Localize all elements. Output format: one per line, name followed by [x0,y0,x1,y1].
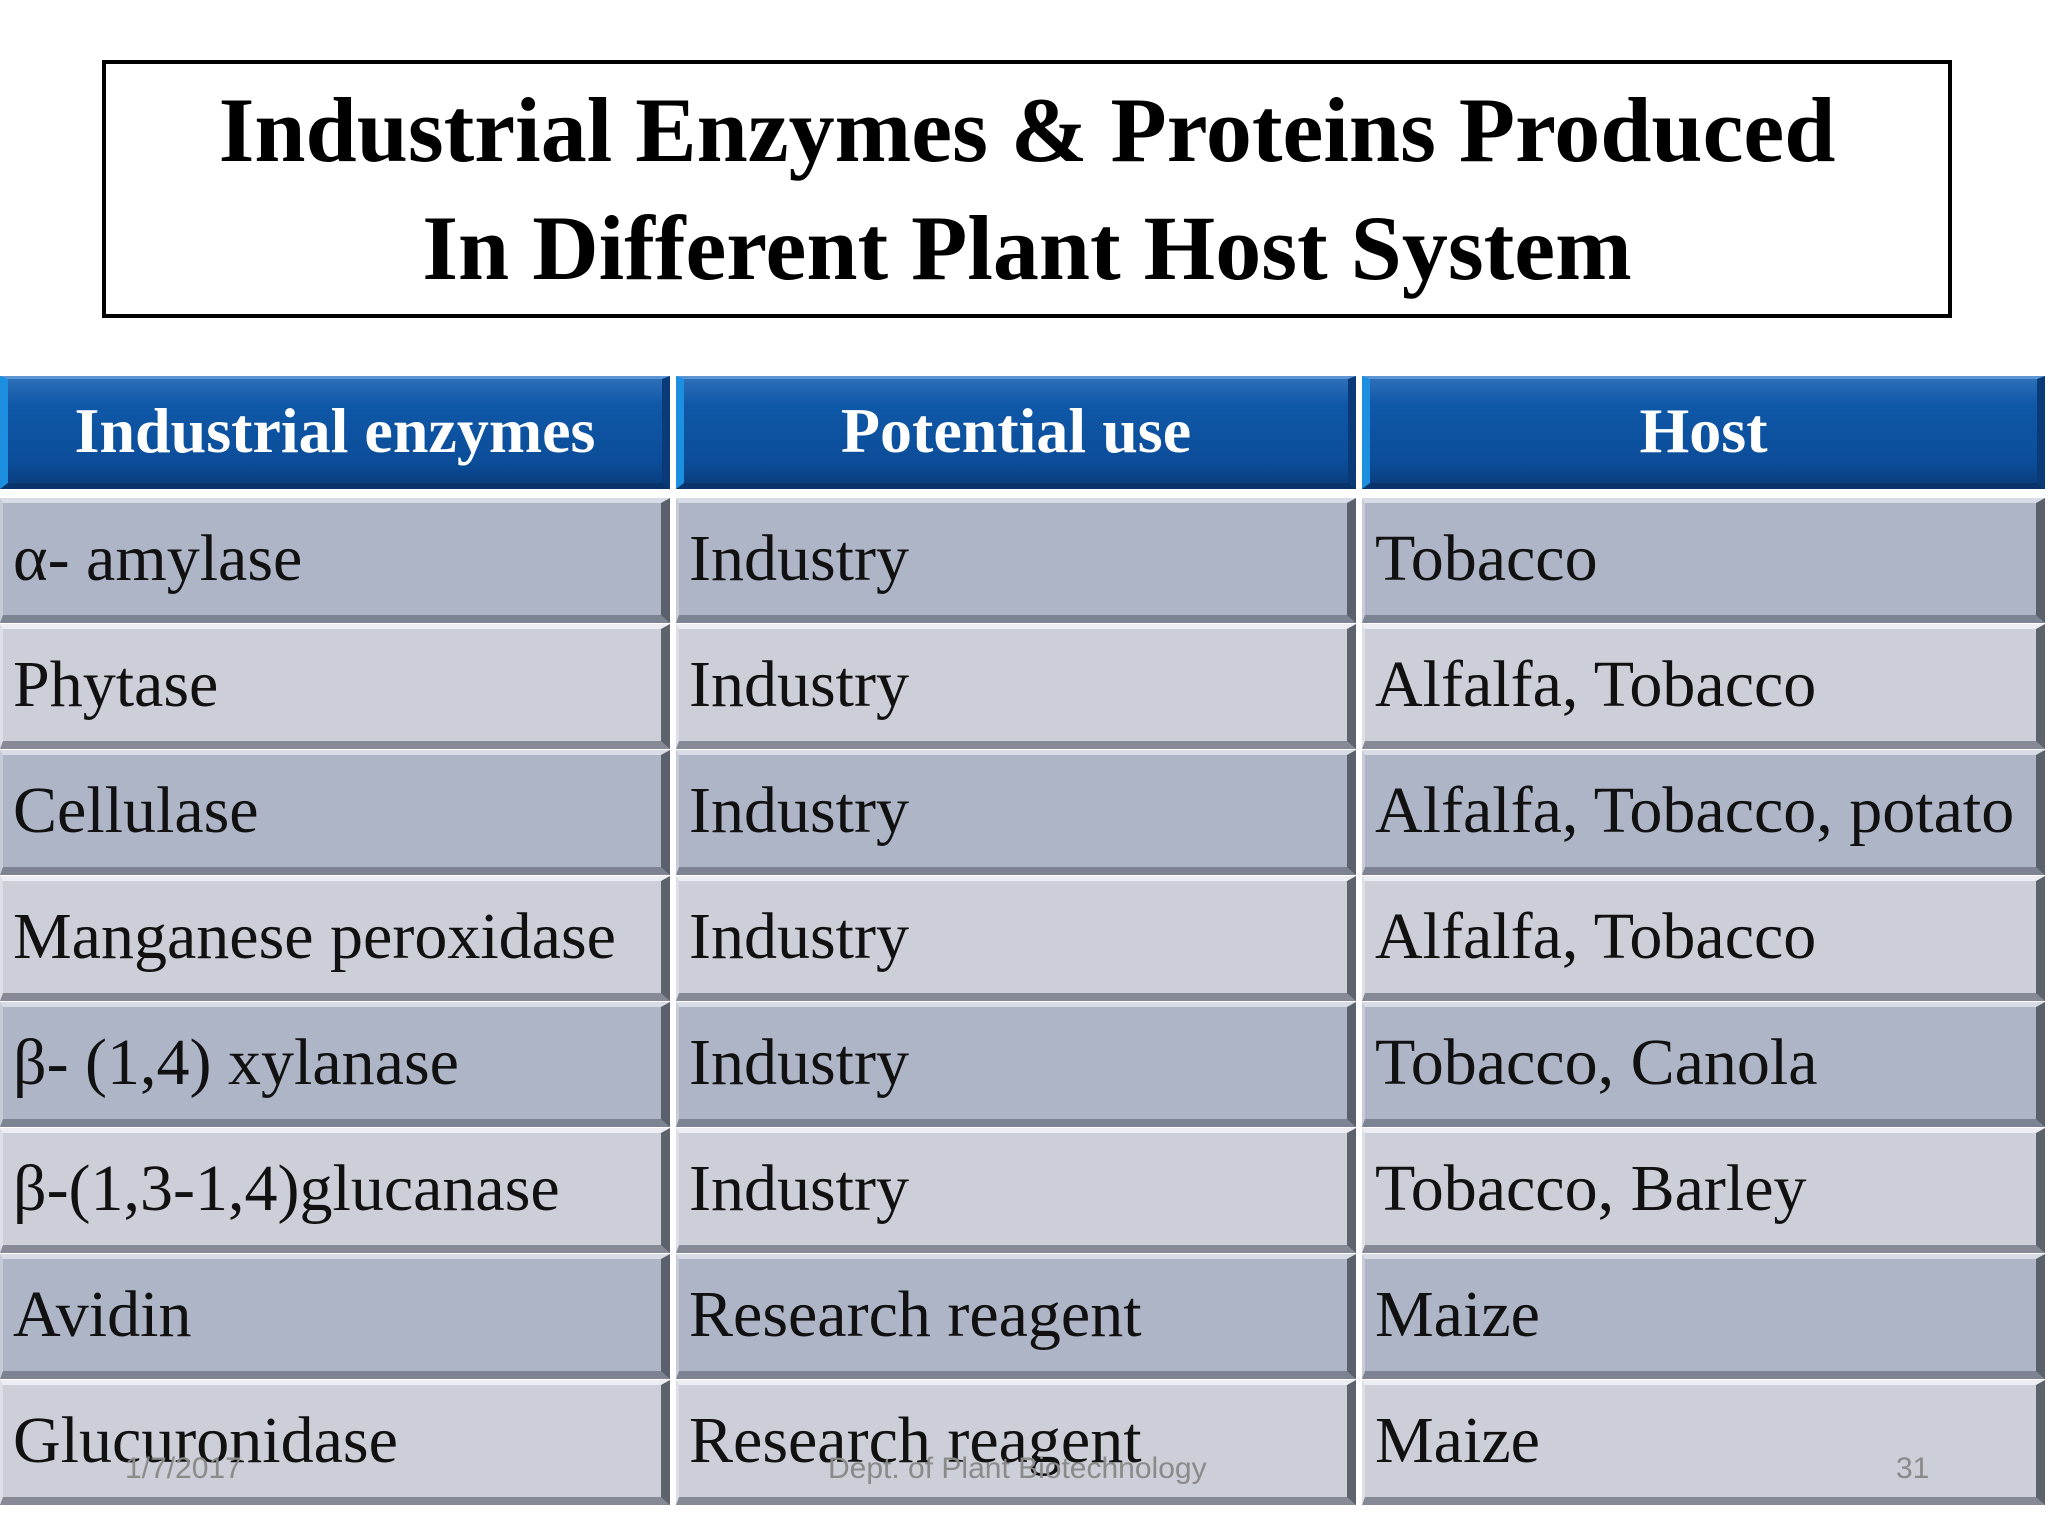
enzyme-cell: β- (1,4) xylanase [0,1002,670,1127]
host-cell: Alfalfa, Tobacco [1362,624,2045,749]
host-cell: Tobacco, Barley [1362,1128,2045,1253]
footer-page-number: 31 [1896,1452,1930,1485]
table-row: Phytase Industry Alfalfa, Tobacco [0,624,2045,749]
use-cell: Industry [676,876,1356,1001]
use-cell: Industry [676,750,1356,875]
host-cell: Tobacco [1362,498,2045,623]
slide-title-line-2: In Different Plant Host System [422,197,1632,299]
host-cell: Maize [1362,1380,2045,1505]
header-industrial-enzymes: Industrial enzymes [0,376,670,489]
use-cell: Industry [676,1128,1356,1253]
enzyme-cell: Avidin [0,1254,670,1379]
slide-title-line-1: Industrial Enzymes & Proteins Produced [218,79,1836,181]
enzyme-cell: α- amylase [0,498,670,623]
enzyme-cell: Cellulase [0,750,670,875]
enzyme-cell: Phytase [0,624,670,749]
host-cell: Tobacco, Canola [1362,1002,2045,1127]
header-potential-use: Potential use [676,376,1356,489]
use-cell: Industry [676,1002,1356,1127]
host-cell: Alfalfa, Tobacco [1362,876,2045,1001]
use-cell: Research reagent [676,1254,1356,1379]
header-host: Host [1362,376,2045,489]
table-row: α- amylase Industry Tobacco [0,498,2045,623]
use-cell: Industry [676,498,1356,623]
enzymes-table: Industrial enzymes Potential use Host α-… [0,376,2045,1506]
host-cell: Alfalfa, Tobacco, potato [1362,750,2045,875]
footer-date: 1/7/2017 [125,1452,242,1485]
table-row: Manganese peroxidase Industry Alfalfa, T… [0,876,2045,1001]
host-cell: Maize [1362,1254,2045,1379]
table-row: Avidin Research reagent Maize [0,1254,2045,1379]
footer-department: Dept. of Plant Biotechnology [828,1452,1207,1485]
table-row: Cellulase Industry Alfalfa, Tobacco, pot… [0,750,2045,875]
table-header-row: Industrial enzymes Potential use Host [0,376,2045,489]
use-cell: Research reagent [676,1380,1356,1505]
table-row: β-(1,3-1,4)glucanase Industry Tobacco, B… [0,1128,2045,1253]
use-cell: Industry [676,624,1356,749]
title-box: Industrial Enzymes & Proteins Produced I… [102,60,1952,318]
table-row: Glucuronidase Research reagent Maize [0,1380,2045,1505]
table-row: β- (1,4) xylanase Industry Tobacco, Cano… [0,1002,2045,1127]
enzyme-cell: Glucuronidase [0,1380,670,1505]
enzyme-cell: β-(1,3-1,4)glucanase [0,1128,670,1253]
enzyme-cell: Manganese peroxidase [0,876,670,1001]
